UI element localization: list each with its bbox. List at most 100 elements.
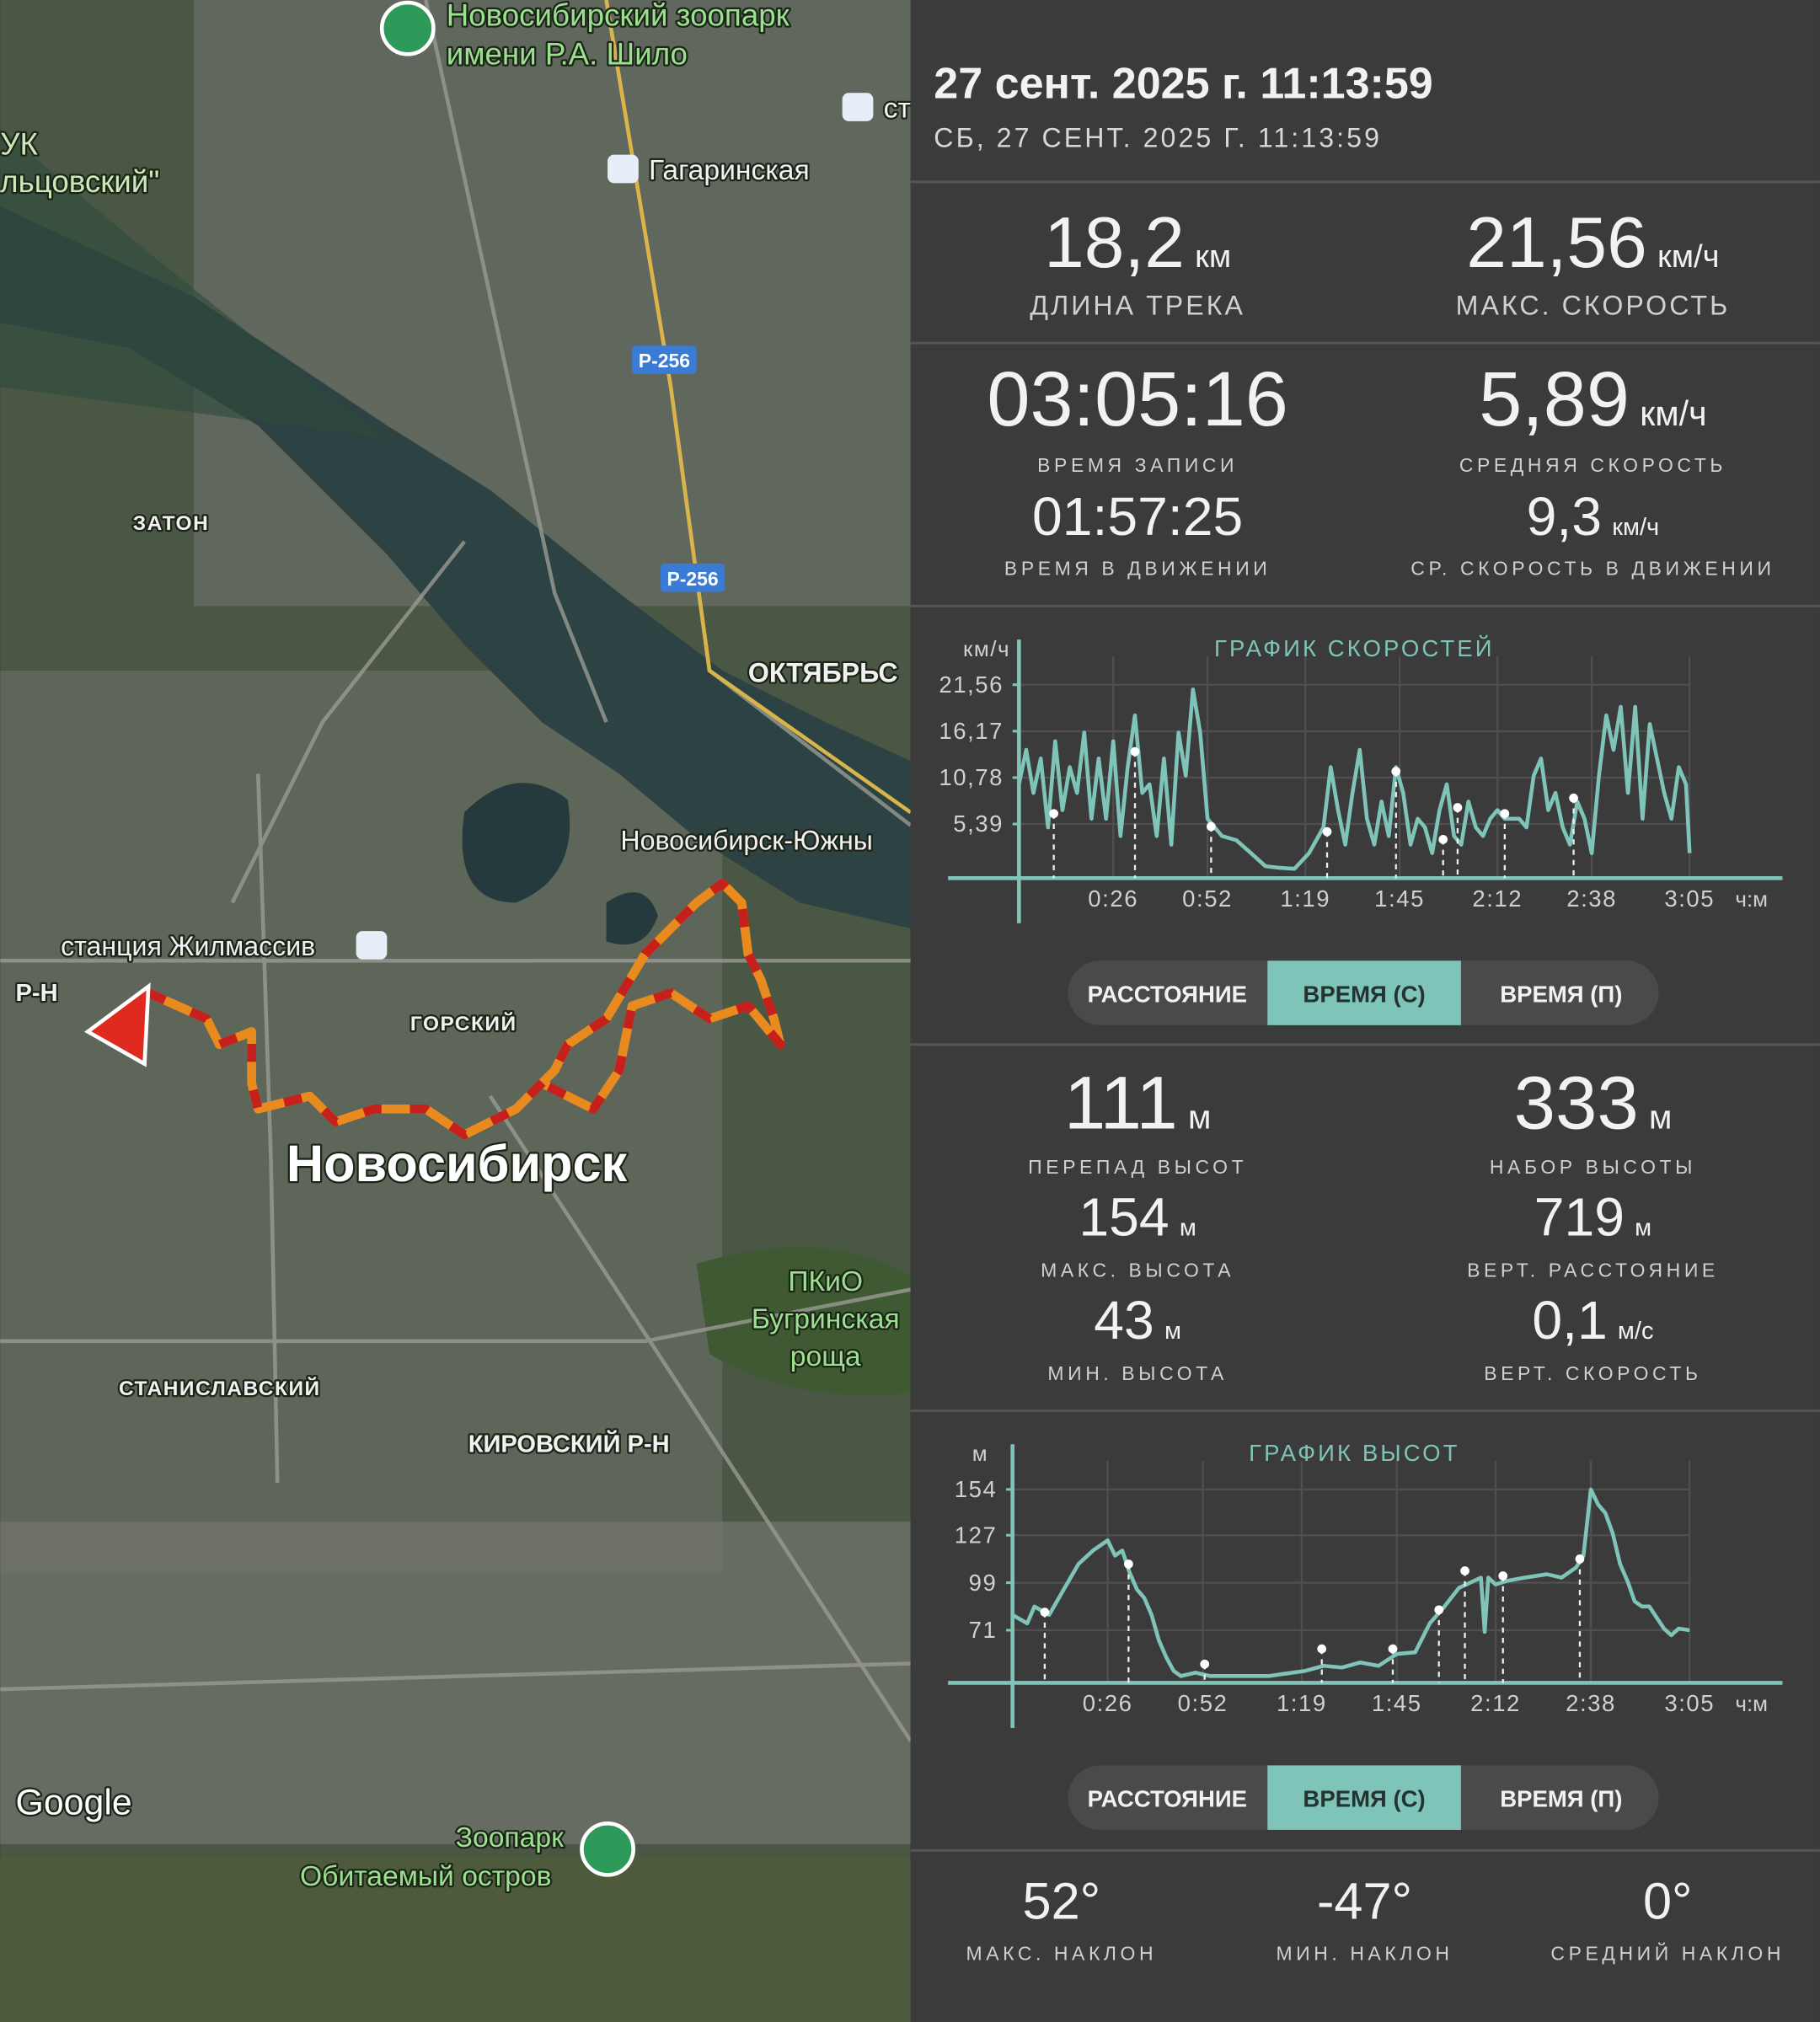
data-line <box>1017 687 1692 871</box>
stat-number: 719 <box>1534 1186 1625 1247</box>
header-subtitle: СБ, 27 СЕНТ. 2025 Г. 11:13:59 <box>934 122 1382 152</box>
x-tick-label: 1:19 <box>1280 885 1330 912</box>
y-tick-label: 71 <box>969 1617 998 1643</box>
tab[interactable]: РАССТОЯНИЕ <box>1088 1785 1247 1811</box>
tab-active[interactable] <box>1267 1765 1461 1830</box>
separators <box>910 180 1820 1852</box>
x-unit: ч:м <box>1735 886 1768 912</box>
x-tick-label: 1:45 <box>1372 1690 1422 1716</box>
stat-value: 333 м <box>1514 1061 1673 1144</box>
y-tick-label: 99 <box>969 1570 998 1596</box>
y-tick-label: 10,78 <box>939 764 1004 790</box>
map-label: Google <box>16 1783 132 1823</box>
marker <box>1049 809 1058 819</box>
stat-label: МАКС. ВЫСОТА <box>1041 1259 1234 1281</box>
x-tick-label: 0:26 <box>1088 885 1138 912</box>
map-label: ЗАТОН <box>133 512 209 535</box>
marker <box>1438 835 1448 844</box>
map-label: Обитаемый остров <box>300 1861 552 1892</box>
map-label: Р-Н <box>16 980 58 1007</box>
marker <box>1388 1644 1398 1654</box>
map-label: УК <box>0 127 38 162</box>
marker <box>1498 1571 1508 1581</box>
y-unit: м <box>972 1441 988 1466</box>
marker <box>1575 1554 1585 1564</box>
tab[interactable]: ВРЕМЯ (С) <box>1303 981 1425 1007</box>
stat-number: 333 <box>1514 1061 1639 1144</box>
marker <box>1569 793 1578 803</box>
stat-label: МАКС. НАКЛОН <box>966 1943 1158 1965</box>
map-label: Новосибирский зоопарк <box>447 0 790 33</box>
y-tick-label: 127 <box>955 1522 998 1548</box>
marker <box>1317 1644 1327 1654</box>
marker <box>1130 746 1140 757</box>
lake <box>462 783 570 903</box>
stat-value: 18,2 км <box>1044 202 1231 283</box>
stat-number: 52° <box>1023 1873 1101 1930</box>
y-unit: км/ч <box>963 636 1010 661</box>
tab[interactable]: РАССТОЯНИЕ <box>1088 981 1247 1007</box>
stat-label: ВРЕМЯ В ДВИЖЕНИИ <box>1004 558 1271 580</box>
map-label: Новосибирск <box>286 1135 628 1192</box>
park <box>696 1247 911 1396</box>
stat-value: -47° <box>1317 1873 1412 1930</box>
stat-value: 03:05:16 <box>987 356 1287 442</box>
marker <box>1453 803 1463 812</box>
stat-value: 0° <box>1643 1873 1693 1930</box>
map-label: станция Жилмассив <box>61 931 315 961</box>
map-label: ПКиО <box>788 1266 863 1297</box>
tab-active[interactable] <box>1267 960 1461 1025</box>
map-label: ГОРСКИЙ <box>410 1012 517 1035</box>
stat-number: 18,2 <box>1044 202 1185 283</box>
stat-unit: м/с <box>1618 1318 1654 1345</box>
map-label: Зоопарк <box>456 1822 564 1854</box>
stat-value: 9,3 км/ч <box>1527 486 1660 547</box>
map-label: ст <box>884 93 911 124</box>
stat-label: СРЕДНЯЯ СКОРОСТЬ <box>1459 454 1726 476</box>
zoo-pin[interactable] <box>580 1821 635 1877</box>
x-tick-label: 3:05 <box>1664 1690 1715 1716</box>
x-tick-label: 2:38 <box>1566 885 1617 912</box>
route-segment <box>146 879 785 1140</box>
map-label: Р-256 <box>666 568 718 590</box>
roads <box>0 0 911 1742</box>
stat-value: 43 м <box>1094 1290 1181 1351</box>
tab[interactable]: ВРЕМЯ (С) <box>1303 1785 1425 1811</box>
y-tick-label: 154 <box>955 1476 998 1502</box>
map-area <box>0 670 723 1574</box>
stat-unit: км/ч <box>1640 394 1706 433</box>
map-labels: Новосибирский зоопарк имени Р.А. Шило ст Га… <box>0 0 911 1894</box>
stat-value: 719 м <box>1534 1186 1651 1247</box>
stat-label: ВРЕМЯ ЗАПИСИ <box>1037 454 1238 476</box>
map-label: льцовский" <box>0 164 159 199</box>
map-label: Гагаринская <box>649 155 810 186</box>
x-unit: ч:м <box>1735 1691 1768 1716</box>
chart-title: ГРАФИК СКОРОСТЕЙ <box>1214 635 1495 661</box>
stat-number: 154 <box>1079 1186 1169 1247</box>
tab[interactable]: ВРЕМЯ (П) <box>1500 981 1622 1007</box>
map-label: СТАНИСЛАВСКИЙ <box>119 1377 321 1400</box>
stat-unit: км <box>1195 238 1231 275</box>
marker <box>1040 1607 1050 1617</box>
header-title: 27 сент. 2025 г. 11:13:59 <box>934 59 1432 108</box>
road-badge <box>632 345 697 374</box>
x-tick-label: 1:19 <box>1277 1690 1327 1716</box>
x-tick-label: 1:45 <box>1374 885 1425 912</box>
position-arrow <box>84 982 151 1067</box>
stat-value: 01:57:25 <box>1032 486 1243 547</box>
marker <box>1124 1559 1133 1569</box>
x-tick-label: 2:12 <box>1470 1690 1521 1716</box>
river <box>0 129 388 439</box>
x-tick-label: 2:12 <box>1472 885 1523 912</box>
stat-unit: м <box>1635 1214 1651 1241</box>
tab[interactable]: ВРЕМЯ (П) <box>1500 1785 1622 1811</box>
stat-number: 0° <box>1643 1873 1693 1930</box>
zoo-pin[interactable] <box>379 0 436 56</box>
map[interactable]: Новосибирский зоопарк имени Р.А. Шило ст Га… <box>0 0 911 2022</box>
metro-icon <box>608 154 639 184</box>
marker <box>1434 1605 1444 1615</box>
stat-value: 154 м <box>1079 1186 1196 1247</box>
stat-label: МАКС. СКОРОСТЬ <box>1456 290 1731 320</box>
